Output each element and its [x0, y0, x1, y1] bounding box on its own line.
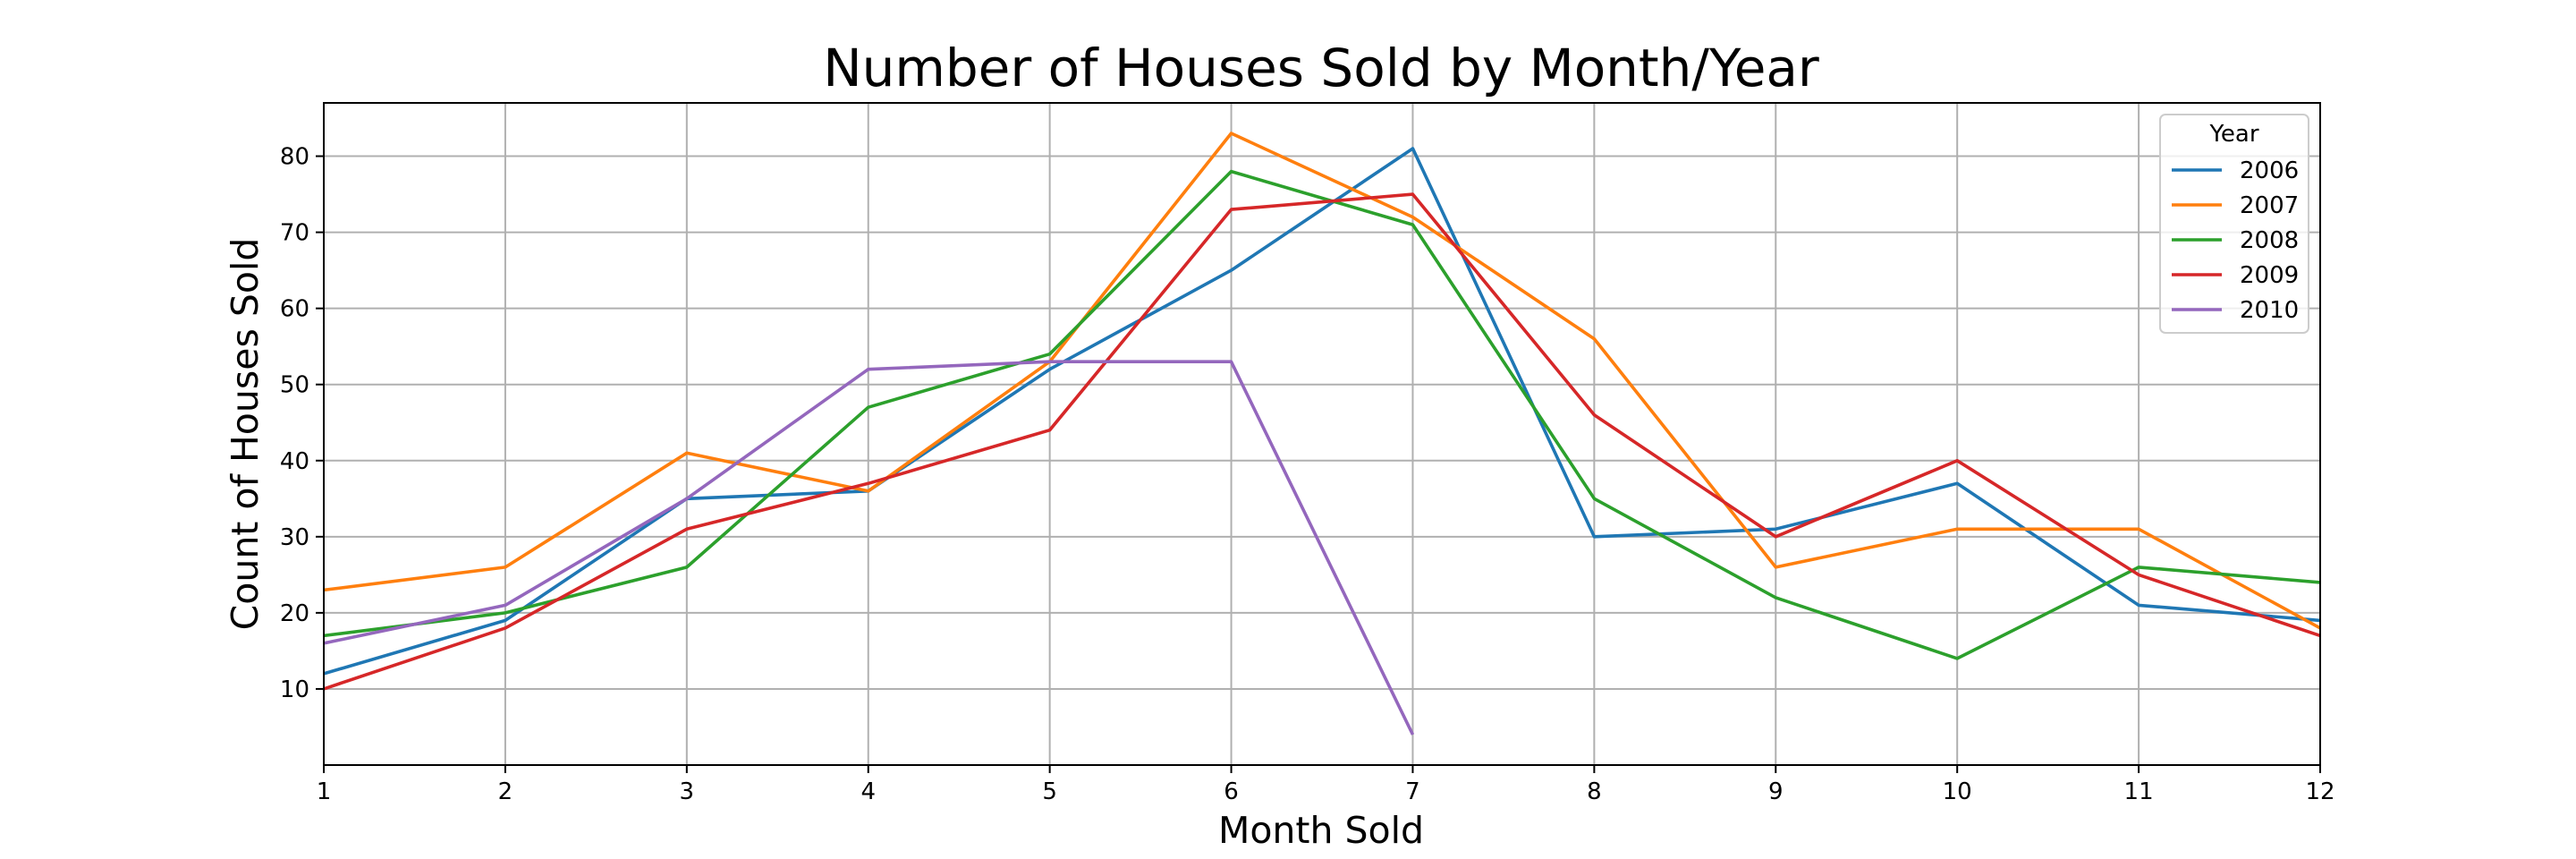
legend-label-2010: 2010 — [2240, 297, 2299, 324]
series-line-2008 — [323, 169, 2321, 660]
x-tick-label: 1 — [317, 778, 332, 805]
x-axis-ticks: 1 2 3 4 5 6 7 8 9 10 11 12 — [317, 765, 2335, 805]
x-tick-label: 6 — [1224, 778, 1239, 805]
grid-lines — [323, 103, 2321, 765]
legend-label-2006: 2006 — [2240, 157, 2299, 184]
x-axis-label: Month Sold — [1218, 809, 1424, 852]
x-tick-label: 10 — [1943, 778, 1972, 805]
legend-label-2009: 2009 — [2240, 262, 2299, 289]
legend-label-2007: 2007 — [2240, 192, 2299, 219]
y-tick-label: 30 — [280, 524, 309, 551]
series-line-2007 — [323, 132, 2321, 630]
y-tick-label: 10 — [280, 676, 309, 703]
x-tick-label: 11 — [2124, 778, 2154, 805]
series-lines — [323, 132, 2321, 736]
y-tick-label: 80 — [280, 144, 309, 171]
series-line-2009 — [323, 192, 2321, 691]
x-tick-label: 5 — [1042, 778, 1057, 805]
chart-title: Number of Houses Sold by Month/Year — [823, 38, 1819, 98]
x-tick-label: 7 — [1405, 778, 1420, 805]
y-tick-label: 20 — [280, 600, 309, 627]
y-axis-label: Count of Houses Sold — [224, 238, 267, 631]
x-tick-label: 12 — [2305, 778, 2334, 805]
x-tick-label: 9 — [1768, 778, 1784, 805]
y-tick-label: 70 — [280, 220, 309, 247]
legend: Year 2006 2007 2008 2009 2010 — [2159, 114, 2309, 334]
x-tick-label: 3 — [680, 778, 695, 805]
y-tick-label: 50 — [280, 372, 309, 399]
series-line-2006 — [323, 147, 2321, 676]
x-tick-label: 2 — [498, 778, 513, 805]
y-axis-ticks: 10 20 30 40 50 60 70 80 — [280, 144, 324, 703]
legend-label-2008: 2008 — [2240, 227, 2299, 254]
series-line-2010 — [323, 360, 1415, 736]
plot-area-frame — [323, 102, 2321, 766]
legend-items: 2006 2007 2008 2009 2010 — [2172, 157, 2299, 324]
x-tick-label: 8 — [1587, 778, 1602, 805]
x-tick-label: 4 — [860, 778, 876, 805]
legend-title: Year — [2208, 121, 2258, 148]
y-tick-label: 60 — [280, 296, 309, 323]
y-tick-label: 40 — [280, 448, 309, 475]
